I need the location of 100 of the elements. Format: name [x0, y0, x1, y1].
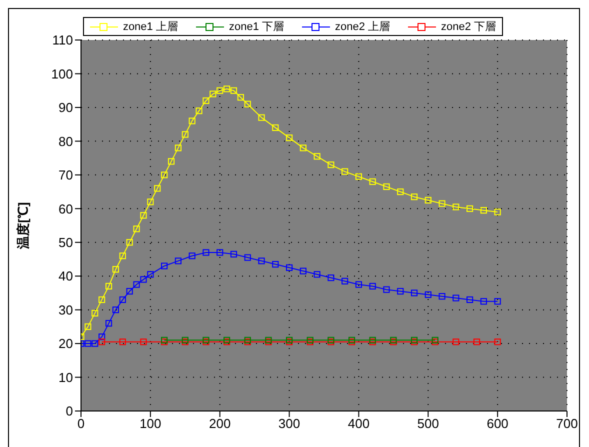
point [424, 196, 432, 204]
point [210, 90, 216, 98]
point [133, 226, 140, 232]
point [452, 338, 460, 346]
point [369, 282, 376, 290]
point [119, 252, 126, 260]
point [168, 158, 175, 165]
y-tick-label: 50 [58, 234, 73, 250]
point [230, 250, 238, 258]
point [112, 266, 120, 273]
point [202, 249, 210, 256]
point [188, 252, 196, 260]
point [494, 208, 501, 216]
point [314, 271, 320, 278]
x-tick-label: 600 [486, 416, 508, 432]
point [105, 282, 112, 290]
point [140, 338, 147, 346]
point [355, 281, 362, 288]
y-tick-label: 70 [58, 168, 73, 183]
point [92, 340, 98, 347]
point [480, 207, 487, 214]
x-tick-label: 0 [77, 416, 85, 432]
legend-label: zone2 上層 [335, 20, 390, 34]
point [112, 306, 120, 314]
point [244, 100, 251, 108]
point [258, 114, 265, 121]
x-tick-label: 200 [209, 416, 231, 432]
point [133, 281, 140, 288]
point [202, 97, 210, 104]
legend-label: zone1 下層 [228, 20, 284, 34]
point [438, 200, 446, 207]
point [147, 271, 154, 278]
point [494, 298, 501, 305]
point [258, 258, 265, 264]
point [452, 294, 460, 302]
point [98, 334, 106, 340]
point [410, 290, 418, 296]
point [272, 124, 279, 131]
point [105, 320, 112, 327]
point [119, 338, 126, 346]
y-tick-label: 80 [58, 134, 73, 149]
point [369, 178, 376, 185]
y-axis-title: 温度[℃] [16, 202, 31, 250]
y-tick-label: 20 [58, 336, 73, 352]
y-tick-label: 30 [58, 302, 73, 318]
y-tick-label: 110 [52, 32, 73, 48]
x-tick-label: 400 [348, 416, 370, 432]
point [119, 296, 126, 303]
point [140, 212, 147, 219]
point [126, 239, 133, 246]
point [147, 198, 154, 206]
y-tick-label: 10 [58, 370, 73, 385]
point [410, 194, 418, 200]
point [224, 86, 230, 92]
point [342, 168, 348, 175]
point [84, 340, 92, 347]
point [397, 188, 404, 196]
point [424, 291, 432, 298]
point [342, 278, 348, 284]
point [438, 293, 446, 300]
point [286, 264, 293, 271]
point [473, 338, 480, 346]
point [98, 338, 106, 346]
point [383, 183, 390, 190]
point [98, 296, 106, 303]
legend-label: zone2 下層 [441, 20, 496, 34]
point [154, 185, 161, 192]
point [174, 144, 182, 152]
point [188, 118, 196, 124]
x-tick-label: 500 [417, 416, 439, 432]
point [452, 204, 460, 210]
x-tick-label: 300 [278, 416, 300, 432]
point [480, 298, 487, 305]
legend-label: zone1 上層 [122, 20, 178, 34]
point [328, 161, 334, 168]
point [466, 296, 474, 303]
point [84, 323, 92, 330]
point [174, 258, 182, 264]
point [300, 268, 306, 274]
point [161, 262, 168, 270]
point [383, 286, 390, 293]
point [244, 254, 251, 261]
x-tick-label: 100 [140, 416, 162, 432]
point [397, 288, 404, 295]
point [286, 134, 293, 142]
point [355, 173, 362, 180]
point [328, 274, 334, 282]
point [314, 153, 320, 160]
y-tick-label: 90 [58, 100, 73, 116]
point [196, 108, 202, 114]
point [300, 144, 306, 152]
x-tick-label: 700 [556, 416, 578, 432]
point [216, 87, 224, 94]
y-tick-label: 40 [58, 268, 73, 284]
point [272, 260, 279, 268]
point [466, 205, 474, 212]
point [216, 249, 224, 256]
point [237, 94, 244, 101]
point [230, 87, 238, 94]
point [126, 288, 133, 295]
